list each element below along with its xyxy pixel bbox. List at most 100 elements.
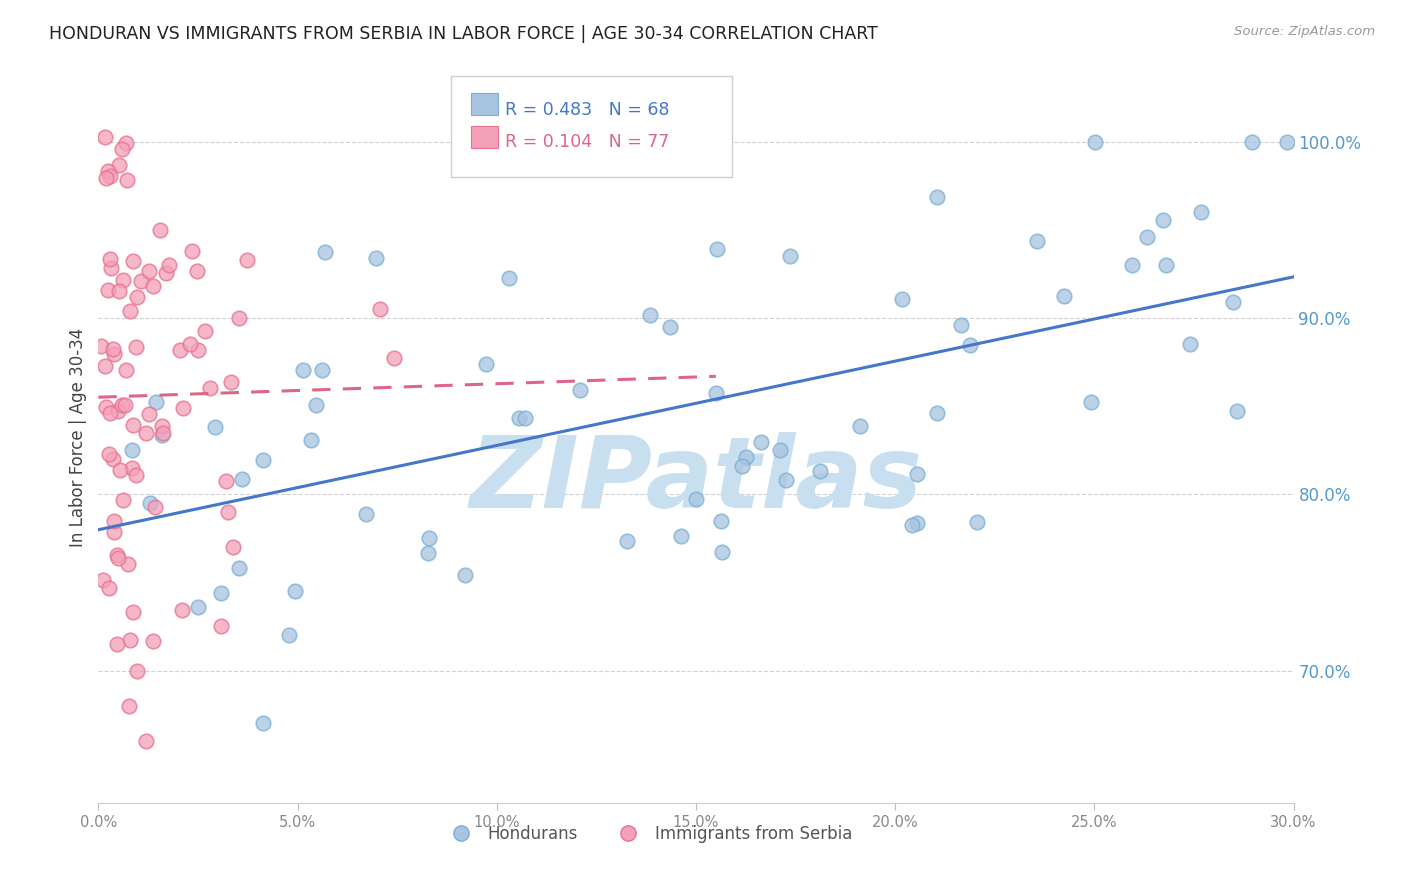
Y-axis label: In Labor Force | Age 30-34: In Labor Force | Age 30-34 bbox=[69, 327, 87, 547]
Point bbox=[222, 540, 245, 554]
Point bbox=[107, 284, 129, 298]
Point bbox=[111, 398, 134, 412]
Point bbox=[749, 434, 772, 449]
Point bbox=[186, 264, 208, 278]
Point bbox=[901, 517, 924, 532]
Point bbox=[127, 290, 149, 304]
Point bbox=[91, 573, 114, 587]
Point bbox=[215, 474, 238, 488]
Point bbox=[959, 337, 981, 351]
Point bbox=[219, 375, 242, 389]
Text: Source: ZipAtlas.com: Source: ZipAtlas.com bbox=[1234, 25, 1375, 38]
Point bbox=[252, 716, 274, 731]
Point bbox=[97, 283, 120, 297]
Point bbox=[122, 253, 145, 268]
Text: R = 0.483   N = 68: R = 0.483 N = 68 bbox=[505, 101, 669, 119]
Point bbox=[172, 401, 194, 415]
Point bbox=[775, 473, 797, 487]
Point bbox=[98, 406, 121, 420]
Point bbox=[685, 492, 707, 507]
Point bbox=[200, 381, 222, 395]
Point bbox=[236, 252, 259, 267]
Point bbox=[135, 426, 157, 441]
Point bbox=[157, 258, 180, 272]
Point bbox=[382, 351, 405, 365]
Point bbox=[105, 637, 128, 651]
Point bbox=[966, 516, 988, 530]
Point bbox=[1136, 229, 1159, 244]
Point bbox=[669, 528, 692, 542]
Point bbox=[152, 425, 174, 440]
Point bbox=[808, 464, 831, 478]
Point bbox=[187, 600, 209, 615]
Point bbox=[100, 260, 122, 275]
Point bbox=[187, 343, 209, 358]
Point bbox=[638, 308, 661, 322]
Point bbox=[115, 173, 138, 187]
Point bbox=[127, 664, 149, 678]
Point bbox=[98, 252, 121, 267]
Point bbox=[1241, 135, 1264, 149]
Point bbox=[149, 223, 172, 237]
Point bbox=[704, 386, 727, 401]
Point bbox=[129, 274, 152, 288]
Point bbox=[112, 273, 135, 287]
Point bbox=[94, 359, 117, 374]
Point bbox=[97, 581, 120, 595]
Point bbox=[94, 401, 117, 415]
Point bbox=[366, 252, 388, 266]
Point bbox=[1189, 205, 1212, 219]
Point bbox=[172, 603, 194, 617]
Point bbox=[1053, 289, 1076, 303]
Point bbox=[125, 467, 148, 482]
Point bbox=[616, 534, 638, 549]
Point bbox=[1275, 135, 1298, 149]
Point bbox=[97, 164, 120, 178]
Point bbox=[179, 337, 201, 351]
Point bbox=[204, 419, 226, 434]
Point bbox=[105, 549, 128, 563]
Point bbox=[416, 545, 439, 559]
Point bbox=[710, 544, 733, 558]
Point bbox=[305, 398, 328, 412]
Point bbox=[891, 292, 914, 306]
Point bbox=[108, 158, 131, 172]
Point bbox=[1084, 135, 1107, 149]
Point bbox=[217, 505, 239, 519]
Point bbox=[311, 363, 333, 377]
Point bbox=[735, 450, 758, 464]
Point bbox=[90, 339, 112, 353]
Point bbox=[1156, 258, 1178, 272]
Point bbox=[209, 585, 232, 599]
Point bbox=[135, 734, 157, 748]
Point bbox=[292, 363, 315, 377]
Point bbox=[228, 561, 250, 575]
Point bbox=[114, 398, 136, 412]
Point bbox=[121, 442, 143, 457]
Point bbox=[658, 320, 681, 334]
Point bbox=[1026, 235, 1049, 249]
Point bbox=[1080, 395, 1102, 409]
Point bbox=[209, 619, 232, 633]
Point bbox=[907, 516, 929, 531]
Point bbox=[515, 411, 537, 425]
Point bbox=[117, 698, 139, 713]
Point bbox=[142, 634, 165, 648]
Point bbox=[101, 452, 124, 467]
Point bbox=[94, 129, 117, 144]
Point bbox=[169, 343, 191, 358]
Point bbox=[96, 171, 118, 186]
Point bbox=[849, 418, 872, 433]
Point bbox=[925, 190, 948, 204]
Point bbox=[314, 244, 336, 259]
Point bbox=[117, 557, 139, 571]
Point bbox=[252, 453, 274, 467]
Point bbox=[118, 303, 141, 318]
FancyBboxPatch shape bbox=[471, 94, 498, 115]
Point bbox=[103, 515, 125, 529]
Point bbox=[115, 363, 138, 377]
Point bbox=[194, 324, 217, 338]
Point bbox=[111, 143, 134, 157]
Point bbox=[368, 301, 391, 316]
Point bbox=[138, 407, 160, 421]
